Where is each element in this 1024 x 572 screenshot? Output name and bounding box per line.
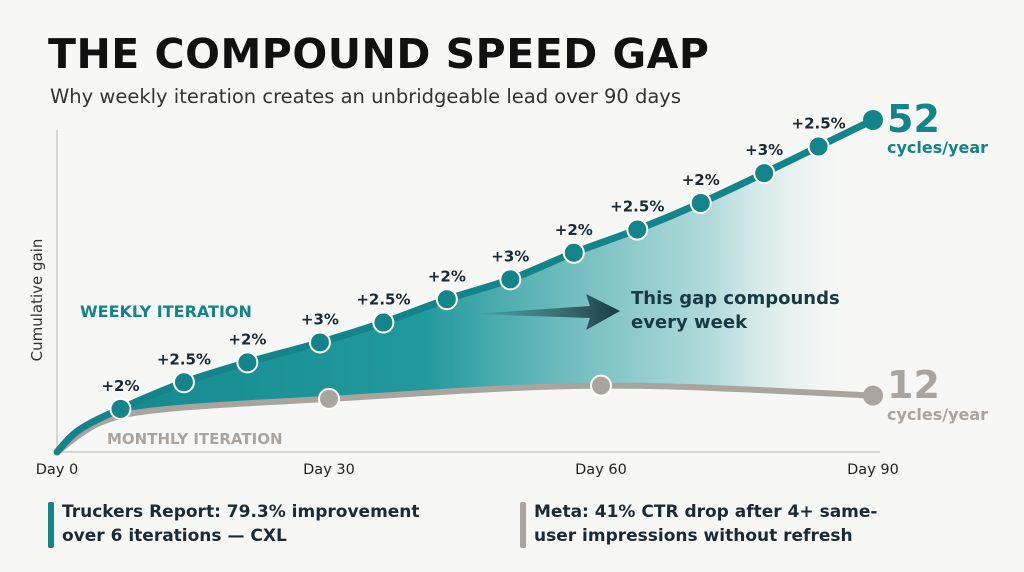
monthly-point [318,387,340,410]
y-axis-label: Cumulative gain [28,239,46,362]
weekly-point-label: +3% [491,247,529,265]
weekly-point-label: +2.5% [157,350,211,368]
weekly-point-label: +2% [228,330,266,348]
weekly-point-label: +3% [301,310,339,328]
weekly-point-label: +2% [101,377,139,395]
weekly-point [626,218,649,241]
x-tick-label: Day 0 [36,462,78,478]
arrow-icon [470,294,620,330]
weekly-point [109,397,132,420]
annotation-text: every week [631,312,748,333]
monthly-point [863,385,883,406]
weekly-end-value: 52 [887,97,940,141]
page-subtitle: Why weekly iteration creates an unbridge… [50,85,681,108]
weekly-point [807,135,830,158]
page-title: THE COMPOUND SPEED GAP [48,30,710,78]
weekly-point-label: +3% [745,141,783,159]
weekly-point [499,268,522,291]
weekly-point [372,311,395,334]
weekly-point [689,192,712,214]
weekly-point [308,331,331,354]
gap-area [57,120,873,452]
monthly-point [590,374,612,397]
weekly-series-label: WEEKLY ITERATION [80,302,252,321]
note-line: Truckers Report: 79.3% improvement [62,502,420,522]
note-accent-bar [520,502,526,548]
note-line: over 6 iterations — CXL [62,526,287,546]
weekly-point [863,110,883,130]
note-meta: Meta: 41% CTR drop after 4+ same- user i… [520,500,877,548]
weekly-point-label: +2% [682,171,720,189]
weekly-point-label: +2.5% [610,198,664,216]
x-tick-label: Day 30 [303,462,355,478]
weekly-point [236,351,259,374]
note-line: user impressions without refresh [534,526,853,546]
note-line: Meta: 41% CTR drop after 4+ same- [534,502,878,522]
weekly-point-label: +2% [428,267,466,285]
weekly-point-label: +2.5% [356,291,410,309]
note-truckers-report: Truckers Report: 79.3% improvement over … [48,500,420,548]
x-tick-label: Day 90 [847,462,899,478]
note-accent-bar [48,502,54,548]
weekly-point [435,288,458,311]
monthly-series-label: MONTHLY ITERATION [107,430,283,448]
weekly-point-label: +2.5% [792,115,846,133]
monthly-end-unit: cycles/year [887,405,988,424]
annotation-text: This gap compounds [631,288,840,309]
weekly-point-label: +2% [555,221,593,239]
weekly-point [562,241,585,264]
monthly-end-value: 12 [887,363,940,407]
weekly-point [172,371,195,394]
weekly-end-unit: cycles/year [887,138,988,157]
x-tick-label: Day 60 [575,462,627,478]
weekly-point [753,162,776,185]
